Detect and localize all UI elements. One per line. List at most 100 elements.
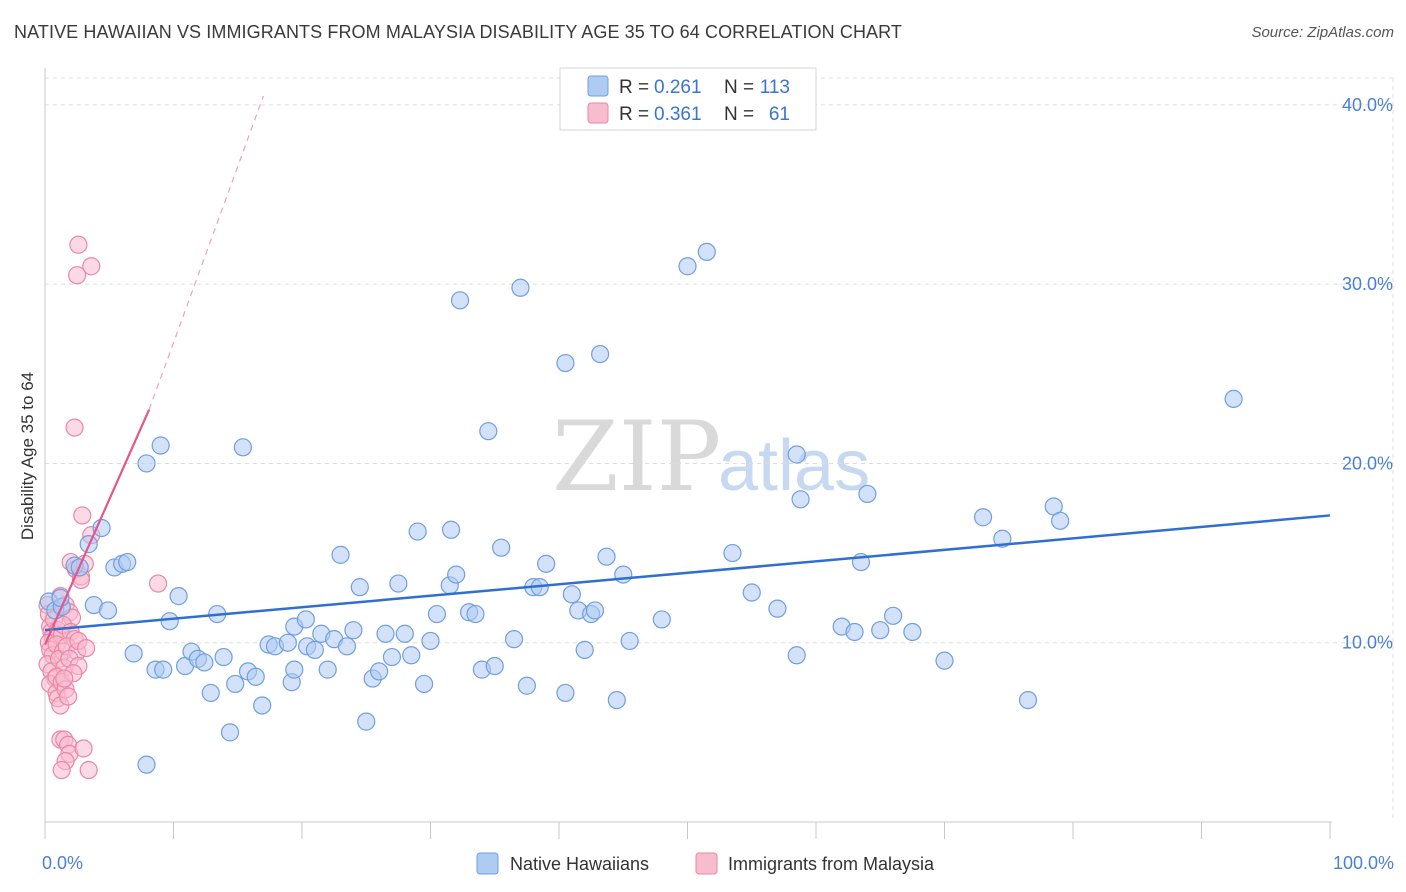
trend-lines bbox=[43, 95, 1331, 645]
hawaiian-point bbox=[620, 631, 639, 651]
hawaiian-point bbox=[376, 624, 395, 643]
legend-r-label-1: R = bbox=[619, 77, 654, 98]
hawaiian-point bbox=[787, 646, 806, 665]
hawaiian-point bbox=[447, 565, 466, 584]
hawaiian-point bbox=[585, 601, 605, 620]
hawaiian-point bbox=[450, 291, 470, 310]
legend: R = 0.261 N = 113 R = 0.361 N = 61 bbox=[559, 67, 817, 131]
hawaiian-point bbox=[883, 606, 903, 625]
malaysia-point bbox=[74, 739, 93, 758]
hawaiian-point bbox=[858, 484, 877, 504]
hawaiian-point bbox=[517, 676, 536, 695]
hawaiian-point bbox=[1018, 690, 1038, 710]
hawaiian-point bbox=[511, 278, 530, 297]
hawaiian-point bbox=[973, 508, 993, 527]
malaysia-point bbox=[52, 760, 71, 780]
hawaiian-point bbox=[678, 257, 697, 276]
malaysia-point bbox=[73, 506, 92, 525]
hawaiian-point bbox=[607, 690, 626, 710]
hawaiian-point bbox=[1224, 389, 1243, 409]
hawaiian-trend-line bbox=[44, 514, 1331, 632]
y-tick-label: 10.0% bbox=[1342, 633, 1393, 653]
hawaiian-point bbox=[389, 574, 408, 593]
chart-title: NATIVE HAWAIIAN VS IMMIGRANTS FROM MALAY… bbox=[14, 22, 903, 42]
hawaiian-point bbox=[575, 640, 594, 659]
hawaiian-point bbox=[118, 552, 137, 572]
hawaiian-point bbox=[492, 538, 511, 557]
hawaiian-point bbox=[427, 604, 447, 624]
hawaiian-point bbox=[723, 543, 742, 563]
malaysia-point bbox=[79, 760, 98, 780]
hawaiian-point bbox=[697, 242, 716, 261]
source-label: Source: ZipAtlas.com bbox=[1251, 24, 1394, 41]
legend-r-value-2: 0.361 bbox=[654, 104, 702, 125]
hawaiian-point bbox=[195, 653, 214, 672]
tick-labels: 10.0% 20.0% 30.0% 40.0% 0.0% 100.0% bbox=[42, 95, 1394, 873]
hawaiian-point bbox=[993, 529, 1012, 548]
hawaiian-point bbox=[124, 644, 143, 663]
legend-n-label-1: N = bbox=[724, 77, 759, 98]
hawaiian-point bbox=[845, 622, 864, 642]
series-hawaiian-points bbox=[39, 242, 1243, 774]
malaysia-point bbox=[148, 574, 168, 593]
malaysia-point bbox=[55, 669, 74, 688]
y-tick-label: 20.0% bbox=[1342, 453, 1393, 473]
legend-n-value-1: 113 bbox=[760, 77, 790, 98]
legend-r-value-1: 0.261 bbox=[654, 77, 702, 98]
x-tick-label-min: 0.0% bbox=[42, 853, 83, 873]
hawaiian-point bbox=[421, 631, 440, 651]
hawaiian-point bbox=[331, 545, 350, 564]
hawaiian-point bbox=[408, 522, 427, 541]
y-tick-label: 40.0% bbox=[1342, 95, 1393, 115]
hawaiian-point bbox=[597, 547, 616, 566]
bottom-legend-malaysia: Immigrants from Malaysia bbox=[728, 854, 935, 874]
axes bbox=[44, 68, 1332, 839]
hawaiian-point bbox=[485, 656, 504, 676]
hawaiian-point bbox=[253, 696, 272, 715]
y-tick-label: 30.0% bbox=[1342, 274, 1393, 294]
watermark-zip: ZIP bbox=[552, 401, 721, 513]
malaysia-trend-line bbox=[43, 409, 151, 645]
malaysia-point bbox=[59, 687, 78, 706]
hawaiian-point bbox=[871, 621, 890, 640]
hawaiian-point bbox=[337, 637, 357, 656]
hawaiian-point bbox=[214, 647, 233, 667]
hawaiian-point bbox=[591, 344, 610, 364]
hawaiian-point bbox=[652, 610, 671, 629]
hawaiian-point bbox=[137, 454, 156, 473]
legend-swatch-pink bbox=[587, 102, 609, 124]
hawaiian-point bbox=[370, 662, 389, 681]
hawaiian-point bbox=[305, 640, 324, 659]
y-axis-label: Disability Age 35 to 64 bbox=[18, 372, 37, 540]
watermark-atlas: atlas bbox=[718, 426, 870, 506]
malaysia-trend-extension bbox=[148, 95, 265, 410]
hawaiian-point bbox=[137, 755, 156, 774]
hawaiian-point bbox=[402, 646, 421, 665]
bottom-legend-hawaiians: Native Hawaiians bbox=[510, 854, 649, 874]
hawaiian-point bbox=[160, 612, 179, 631]
hawaiian-point bbox=[154, 660, 173, 679]
malaysia-point bbox=[65, 418, 84, 437]
bottom-legend-swatch-blue bbox=[476, 852, 499, 875]
hawaiian-point bbox=[233, 438, 252, 457]
legend-n-value-2: 61 bbox=[769, 104, 790, 125]
hawaiian-point bbox=[98, 601, 118, 620]
hawaiian-point bbox=[537, 554, 556, 573]
hawaiian-point bbox=[441, 520, 461, 539]
hawaiian-point bbox=[357, 712, 376, 731]
hawaiian-point bbox=[614, 565, 633, 584]
hawaiian-point bbox=[787, 445, 806, 464]
hawaiian-point bbox=[246, 667, 265, 686]
hawaiian-point bbox=[562, 585, 581, 604]
hawaiian-point bbox=[466, 604, 485, 624]
hawaiian-point bbox=[556, 683, 575, 703]
hawaiian-point bbox=[226, 674, 245, 694]
malaysia-point bbox=[77, 639, 96, 658]
hawaiian-point bbox=[278, 633, 297, 652]
legend-swatch-blue bbox=[587, 75, 609, 97]
hawaiian-point bbox=[479, 422, 498, 441]
hawaiian-point bbox=[556, 353, 575, 373]
hawaiian-point bbox=[296, 610, 315, 629]
hawaiian-point bbox=[414, 674, 434, 694]
hawaiian-point bbox=[1051, 511, 1070, 530]
